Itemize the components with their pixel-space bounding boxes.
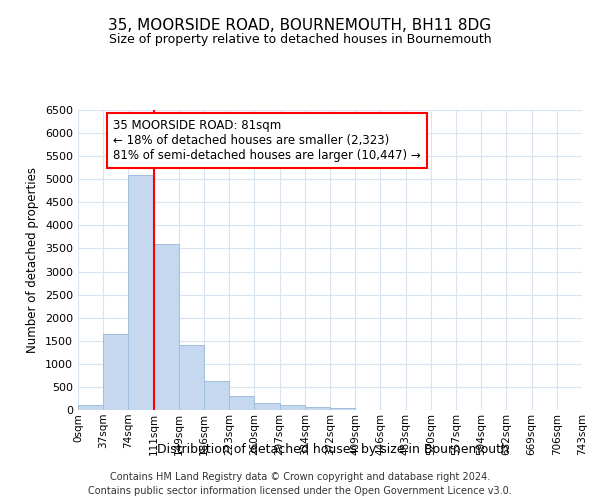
Text: Contains public sector information licensed under the Open Government Licence v3: Contains public sector information licen… xyxy=(88,486,512,496)
Text: Contains HM Land Registry data © Crown copyright and database right 2024.: Contains HM Land Registry data © Crown c… xyxy=(110,472,490,482)
Bar xyxy=(330,408,355,410)
Y-axis label: Number of detached properties: Number of detached properties xyxy=(26,167,40,353)
Bar xyxy=(254,403,280,410)
Bar xyxy=(305,407,330,410)
Bar xyxy=(280,406,305,410)
Bar xyxy=(128,174,154,410)
Bar xyxy=(154,244,179,410)
Bar xyxy=(229,396,254,410)
Text: 35, MOORSIDE ROAD, BOURNEMOUTH, BH11 8DG: 35, MOORSIDE ROAD, BOURNEMOUTH, BH11 8DG xyxy=(109,18,491,32)
Text: Distribution of detached houses by size in Bournemouth: Distribution of detached houses by size … xyxy=(157,442,509,456)
Bar xyxy=(204,382,229,410)
Bar xyxy=(179,346,204,410)
Text: 35 MOORSIDE ROAD: 81sqm
← 18% of detached houses are smaller (2,323)
81% of semi: 35 MOORSIDE ROAD: 81sqm ← 18% of detache… xyxy=(113,119,421,162)
Bar xyxy=(78,406,103,410)
Bar xyxy=(103,334,128,410)
Text: Size of property relative to detached houses in Bournemouth: Size of property relative to detached ho… xyxy=(109,32,491,46)
